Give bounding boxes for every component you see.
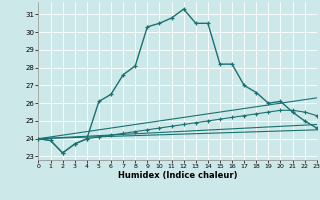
X-axis label: Humidex (Indice chaleur): Humidex (Indice chaleur)	[118, 171, 237, 180]
